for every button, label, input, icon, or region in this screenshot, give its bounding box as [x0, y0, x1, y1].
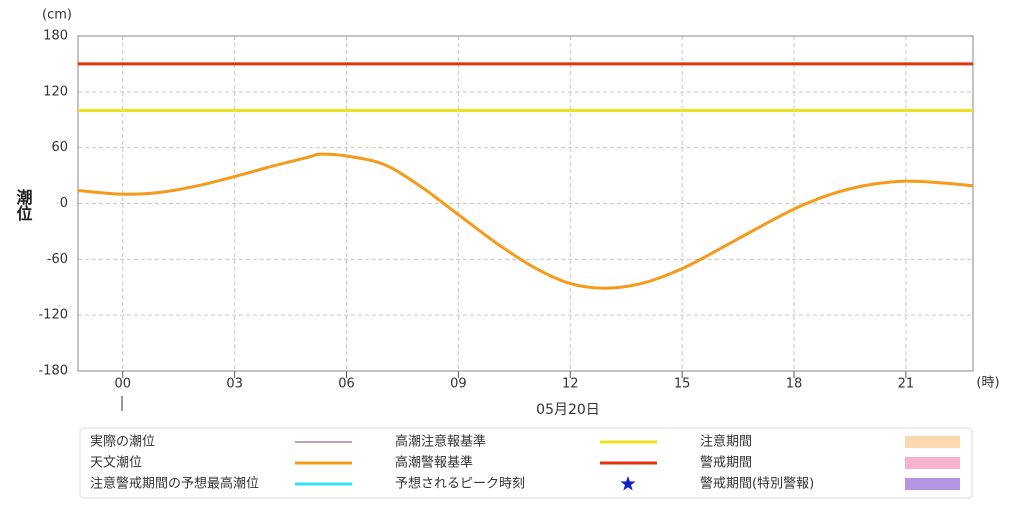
legend-swatch [905, 478, 960, 490]
legend-label: 実際の潮位 [90, 434, 155, 450]
x-tick-label: 09 [450, 377, 467, 392]
legend-label: 予想されるピーク時刻 [395, 476, 525, 492]
date-label: 05月20日 [536, 402, 600, 418]
y-tick-label: 180 [43, 29, 68, 44]
legend-label: 警戒期間 [700, 455, 752, 471]
x-tick-label: 18 [786, 377, 803, 392]
legend-label: 注意警戒期間の予想最高潮位 [90, 476, 259, 492]
legend-label: 高潮警報基準 [395, 455, 473, 471]
legend-label: 警戒期間(特別警報) [700, 476, 814, 492]
y-tick-label: -180 [38, 364, 68, 379]
legend-label: 天文潮位 [90, 456, 142, 471]
legend-swatch [905, 457, 960, 469]
y-tick-label: 0 [60, 196, 68, 211]
y-label: 潮位 [14, 188, 33, 222]
x-tick-label: 06 [338, 377, 355, 392]
y-tick-label: 60 [51, 140, 68, 155]
y-tick-label: 120 [43, 84, 68, 99]
legend-label: 注意期間 [700, 434, 752, 450]
legend-swatch [905, 436, 960, 448]
x-tick-label: 00 [114, 377, 131, 392]
x-tick-label: 21 [898, 377, 915, 392]
plot-border [77, 35, 974, 372]
y-tick-label: -120 [38, 308, 68, 323]
legend-label: 高潮注意報基準 [395, 434, 486, 450]
y-unit: (cm) [42, 8, 72, 23]
legend-swatch [620, 476, 636, 491]
x-tick-label: 03 [226, 377, 243, 392]
x-tick-label: 12 [562, 377, 579, 392]
tide-line [77, 152, 974, 290]
y-tick-label: -60 [47, 252, 68, 267]
x-tick-label: 15 [674, 377, 691, 392]
x-unit: (時) [976, 376, 999, 391]
legend-box [79, 427, 973, 499]
